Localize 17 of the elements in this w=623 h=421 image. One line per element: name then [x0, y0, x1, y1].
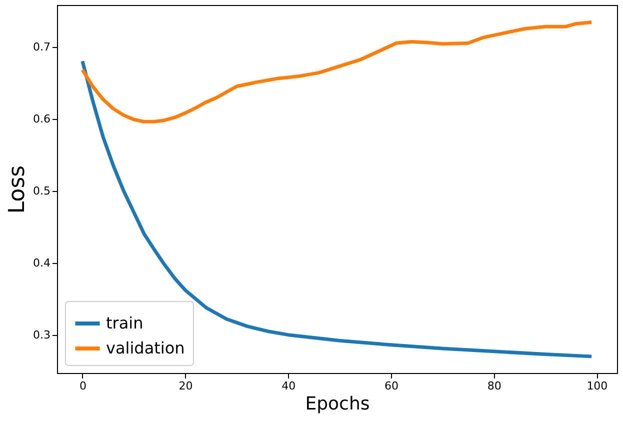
y-axis-title: Loss: [5, 165, 30, 214]
y-tick-label: 0.6: [33, 112, 50, 126]
legend-label: train: [106, 314, 144, 332]
legend-label: validation: [106, 338, 185, 358]
y-tick-label: 0.5: [33, 184, 50, 198]
x-tick-label: 0: [79, 380, 86, 392]
x-tick-label: 60: [384, 380, 398, 392]
line-series: [80, 20, 594, 124]
line-series: [80, 59, 594, 358]
x-tick-label: 40: [282, 380, 296, 392]
x-tick-label: 80: [487, 380, 502, 392]
y-tick-label: 0.3: [33, 328, 50, 342]
x-tick-label: 100: [586, 380, 608, 392]
x-tick-label: 20: [178, 380, 193, 392]
x-axis-title: Epochs: [305, 394, 370, 414]
y-tick-label: 0.4: [33, 256, 50, 270]
y-tick-label: 0.7: [33, 40, 50, 54]
